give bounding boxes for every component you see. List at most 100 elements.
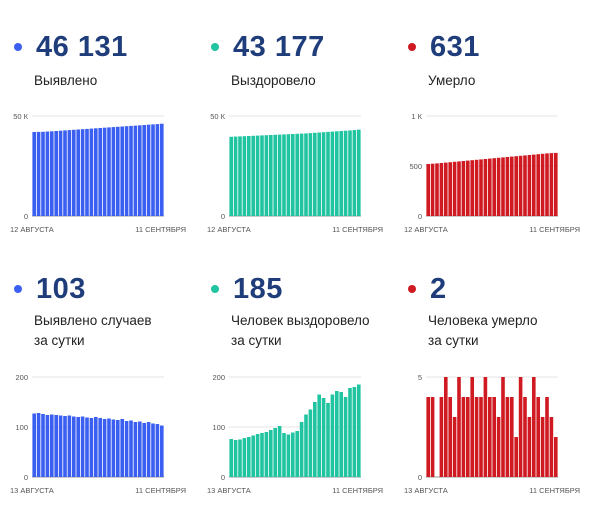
bar xyxy=(330,131,335,216)
bar xyxy=(357,129,361,216)
green-dot-icon xyxy=(211,285,219,293)
bar xyxy=(129,125,133,216)
bar xyxy=(63,130,67,216)
bar xyxy=(295,133,299,216)
bar xyxy=(233,136,238,216)
bar xyxy=(54,131,58,216)
label-line: Умерло xyxy=(428,73,476,88)
y-tick-label: 200 xyxy=(15,373,28,382)
bar xyxy=(94,128,98,216)
daily-recovered-label: Человек выздоровело за сутки xyxy=(231,311,370,351)
bar xyxy=(273,428,277,477)
bar xyxy=(151,423,155,477)
y-tick-label: 50 К xyxy=(210,112,225,121)
bar xyxy=(308,409,313,477)
bar xyxy=(269,430,273,477)
bar xyxy=(554,152,558,216)
bar xyxy=(94,417,98,477)
bar xyxy=(138,125,142,216)
label-line: Выявлено xyxy=(34,73,98,88)
bar xyxy=(295,431,299,477)
bar xyxy=(523,155,527,216)
bar xyxy=(304,133,308,216)
bar xyxy=(142,423,146,477)
bar xyxy=(54,415,58,477)
daily-deaths-label: Человека умерло за сутки xyxy=(428,311,538,351)
bar xyxy=(80,416,85,477)
bar xyxy=(352,130,357,216)
bar xyxy=(286,134,291,216)
bar xyxy=(536,154,540,216)
bar xyxy=(277,134,282,216)
recovered-label: Выздоровело xyxy=(231,71,316,91)
bar xyxy=(435,163,439,216)
bar xyxy=(532,377,536,477)
daily-recovered-chart: 0 100 200 13 АВГУСТА 11 СЕНТЯБРЯ xyxy=(207,373,383,495)
bar xyxy=(426,397,430,477)
bar xyxy=(470,160,474,216)
bar xyxy=(269,135,273,216)
bar xyxy=(479,159,483,216)
bar xyxy=(430,397,435,477)
bar xyxy=(146,124,151,216)
y-tick-label: 100 xyxy=(15,423,28,432)
bar xyxy=(536,397,540,477)
bar xyxy=(523,397,527,477)
bar xyxy=(277,426,282,477)
bar xyxy=(343,130,348,216)
stat-daily-detected: 103 xyxy=(14,269,86,309)
recovered-total: 43 177 xyxy=(233,30,325,63)
daily-deaths-chart: 0 5 13 АВГУСТА 11 СЕНТЯБРЯ xyxy=(404,373,580,495)
bar xyxy=(514,437,518,477)
bar xyxy=(85,128,89,216)
stat-daily-recovered: 185 xyxy=(211,269,283,309)
bar xyxy=(518,155,523,216)
bar xyxy=(426,164,430,216)
bar xyxy=(554,437,558,477)
bar xyxy=(102,419,107,477)
bar xyxy=(339,392,343,477)
bar xyxy=(527,417,532,477)
bar xyxy=(45,415,50,477)
stat-detected: 46 131 xyxy=(14,27,128,67)
y-tick-label: 0 xyxy=(221,473,225,482)
x-end-label: 11 СЕНТЯБРЯ xyxy=(529,486,580,495)
bar xyxy=(45,131,50,216)
y-tick-label: 50 К xyxy=(13,112,28,121)
x-start-label: 12 АВГУСТА xyxy=(207,225,251,234)
bar xyxy=(32,132,36,216)
label-line: за сутки xyxy=(34,333,85,348)
bar xyxy=(545,153,549,216)
bar xyxy=(461,397,466,477)
bar xyxy=(63,416,67,477)
deaths-total: 631 xyxy=(430,30,480,63)
bar xyxy=(129,420,133,477)
bar xyxy=(116,126,120,216)
bar xyxy=(452,161,457,216)
bar xyxy=(313,132,317,216)
x-start-label: 13 АВГУСТА xyxy=(404,486,448,495)
bar xyxy=(286,434,291,477)
bar xyxy=(242,438,247,477)
x-end-label: 11 СЕНТЯБРЯ xyxy=(135,486,186,495)
bar xyxy=(304,414,308,477)
x-end-label: 11 СЕНТЯБРЯ xyxy=(332,486,383,495)
green-dot-icon xyxy=(211,43,219,51)
detected-label: Выявлено xyxy=(34,71,97,91)
bar xyxy=(116,420,120,477)
bar xyxy=(233,440,238,477)
bar xyxy=(483,377,488,477)
bar xyxy=(479,397,483,477)
bar xyxy=(352,387,357,477)
bar xyxy=(492,158,496,216)
bar xyxy=(50,131,54,216)
bar xyxy=(527,155,532,216)
label-line: за сутки xyxy=(231,333,282,348)
bar xyxy=(142,125,146,216)
bar xyxy=(339,131,343,216)
deaths-chart: 0 500 1 К 12 АВГУСТА 11 СЕНТЯБРЯ xyxy=(404,112,580,234)
bar xyxy=(67,130,72,216)
deaths-label: Умерло xyxy=(428,71,475,91)
bar xyxy=(282,134,286,216)
bar xyxy=(457,161,461,216)
